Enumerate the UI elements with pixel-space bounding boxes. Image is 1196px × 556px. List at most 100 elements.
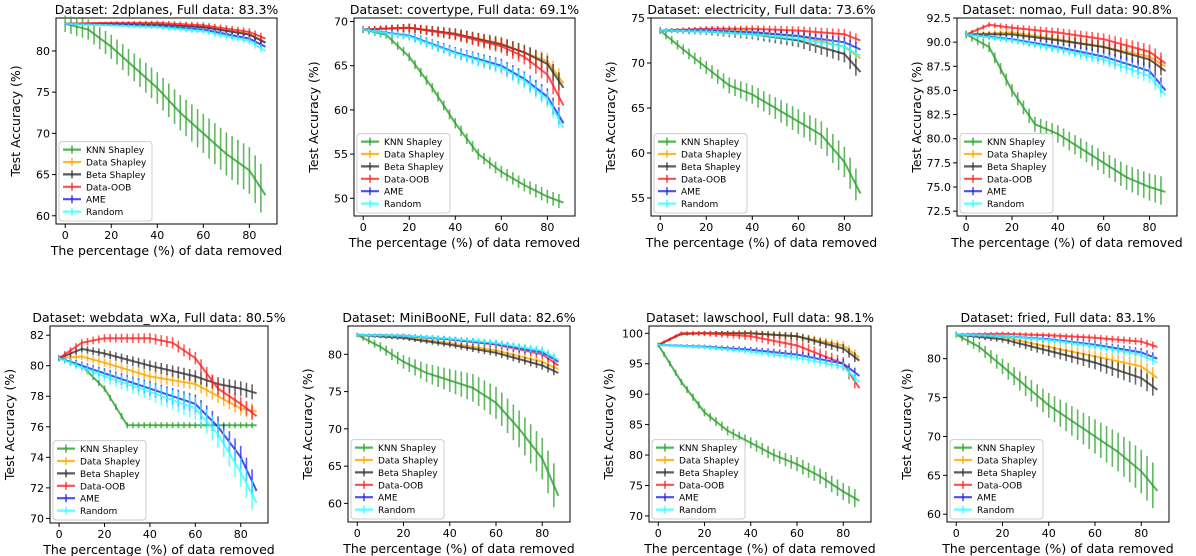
- y-tick-label: 85.0: [927, 84, 952, 97]
- y-tick-label: 87.5: [927, 60, 952, 73]
- legend-label: Random: [679, 506, 716, 516]
- series-knn-shapley: [64, 15, 267, 213]
- legend-label: Random: [977, 506, 1014, 516]
- legend-item: Data Shapley: [656, 456, 740, 467]
- series-line: [660, 29, 862, 73]
- x-axis-label: The percentage (%) of data removed: [941, 541, 1174, 556]
- x-tick-label: 60: [494, 221, 508, 234]
- series-line: [966, 33, 1167, 96]
- legend-item: AME: [355, 493, 398, 504]
- series-line: [657, 344, 860, 502]
- legend-item: Random: [63, 207, 123, 218]
- plot-frame: [650, 17, 873, 217]
- series-beta-shapley: [955, 333, 1158, 396]
- x-axis-label: The percentage (%) of data removed: [950, 235, 1183, 250]
- legend-item: KNN Shapley: [57, 444, 139, 455]
- chart-panel: Dataset: lawschool, Full data: 98.1% 0 20 4…: [601, 310, 876, 556]
- legend-item: Data Shapley: [63, 158, 147, 169]
- x-tick-label: 0: [657, 221, 664, 234]
- y-tick-label: 60: [927, 508, 941, 521]
- legend: KNN Shapley Data Shapley Beta Shapley Data-…: [356, 133, 451, 214]
- x-tick-label: 60: [790, 527, 804, 540]
- legend-item: KNN Shapley: [656, 443, 738, 454]
- legend: KNN Shapley Data Shapley Beta Shapley Data-…: [52, 440, 147, 521]
- legend-label: Data Shapley: [679, 457, 740, 467]
- legend-label: Beta Shapley: [384, 163, 444, 173]
- chart-panel: Dataset: electricity, Full data: 73.6% 0 2…: [603, 2, 877, 250]
- legend-label: KNN Shapley: [987, 138, 1046, 148]
- y-tick-label: 75: [927, 392, 941, 405]
- y-tick-label: 75: [36, 86, 50, 99]
- y-axis-label: Test Accuracy (%): [899, 368, 914, 480]
- series-line: [363, 28, 565, 129]
- series-random: [657, 343, 861, 383]
- legend-box: [653, 133, 748, 214]
- y-tick-label: 82.5: [927, 109, 952, 122]
- legend-item: AME: [954, 493, 997, 504]
- plot-frame: [49, 325, 269, 524]
- y-tick-label: 80.0: [927, 133, 952, 146]
- chart-title: Dataset: 2dplanes, Full data: 83.3%: [55, 2, 279, 17]
- legend-item: Data-OOB: [658, 174, 726, 185]
- x-tick-label: 20: [104, 229, 118, 242]
- y-tick-label: 72: [30, 482, 44, 495]
- y-tick-label: 85: [629, 419, 643, 432]
- plot-frame: [55, 17, 278, 225]
- legend-label: Data-OOB: [384, 175, 429, 185]
- legend-box: [651, 439, 746, 520]
- chart-panel: Dataset: covertype, Full data: 69.1% 0 20 4…: [306, 2, 580, 250]
- chart-title: Dataset: electricity, Full data: 73.6%: [647, 2, 875, 17]
- series-line: [956, 333, 1158, 364]
- legend-item: Data-OOB: [63, 182, 131, 193]
- y-tick-label: 75: [631, 12, 645, 25]
- series-line: [956, 333, 1158, 391]
- series-line: [955, 333, 1159, 492]
- legend-label: Random: [384, 200, 421, 210]
- x-tick-label: 20: [996, 527, 1010, 540]
- series-random: [965, 32, 1167, 98]
- series-line: [966, 33, 1167, 92]
- y-tick-label: 80: [30, 360, 44, 373]
- x-tick-label: 0: [360, 221, 367, 234]
- y-tick-label: 60: [631, 147, 645, 160]
- legend-label: Data Shapley: [681, 151, 742, 161]
- legend-item: KNN Shapley: [964, 137, 1046, 148]
- y-tick-label: 70: [328, 423, 342, 436]
- legend-item: KNN Shapley: [658, 137, 740, 148]
- x-tick-label: 0: [655, 527, 662, 540]
- y-tick-label: 60: [334, 104, 348, 117]
- x-tick-label: 20: [698, 527, 712, 540]
- legend-label: AME: [378, 494, 398, 504]
- series-line: [363, 28, 565, 124]
- x-axis-label: The percentage (%) of data removed: [645, 235, 878, 250]
- y-tick-label: 70: [334, 16, 348, 29]
- y-tick-label: 90: [629, 388, 643, 401]
- series-line: [58, 347, 257, 395]
- legend-item: Random: [57, 506, 117, 517]
- x-tick-label: 0: [354, 527, 361, 540]
- legend-box: [949, 439, 1044, 520]
- legend-label: KNN Shapley: [80, 445, 139, 455]
- chart-panel: Dataset: nomao, Full data: 90.8% 0 20 40 60 8…: [909, 2, 1183, 250]
- y-tick-label: 80: [629, 449, 643, 462]
- legend: KNN Shapley Data Shapley Beta Shapley Data-…: [959, 133, 1054, 214]
- plot-frame: [347, 325, 571, 523]
- legend-label: Beta Shapley: [679, 469, 739, 479]
- y-axis-label: Test Accuracy (%): [2, 369, 17, 481]
- legend-item: AME: [658, 187, 701, 198]
- y-tick-label: 65: [36, 169, 50, 182]
- legend-item: Beta Shapley: [954, 468, 1037, 479]
- y-tick-label: 80: [328, 348, 342, 361]
- y-axis-label: Test Accuracy (%): [603, 61, 618, 173]
- legend: KNN Shapley Data Shapley Beta Shapley Data-…: [949, 439, 1044, 520]
- series-line: [362, 28, 564, 204]
- legend-item: Data-OOB: [361, 174, 429, 185]
- y-axis-label: Test Accuracy (%): [300, 368, 315, 480]
- legend-item: Data-OOB: [954, 480, 1022, 491]
- y-tick-label: 50: [334, 192, 348, 205]
- legend-box: [350, 439, 445, 520]
- legend-label: Beta Shapley: [681, 163, 741, 173]
- legend-label: Data Shapley: [384, 151, 445, 161]
- series-knn-shapley: [356, 332, 560, 508]
